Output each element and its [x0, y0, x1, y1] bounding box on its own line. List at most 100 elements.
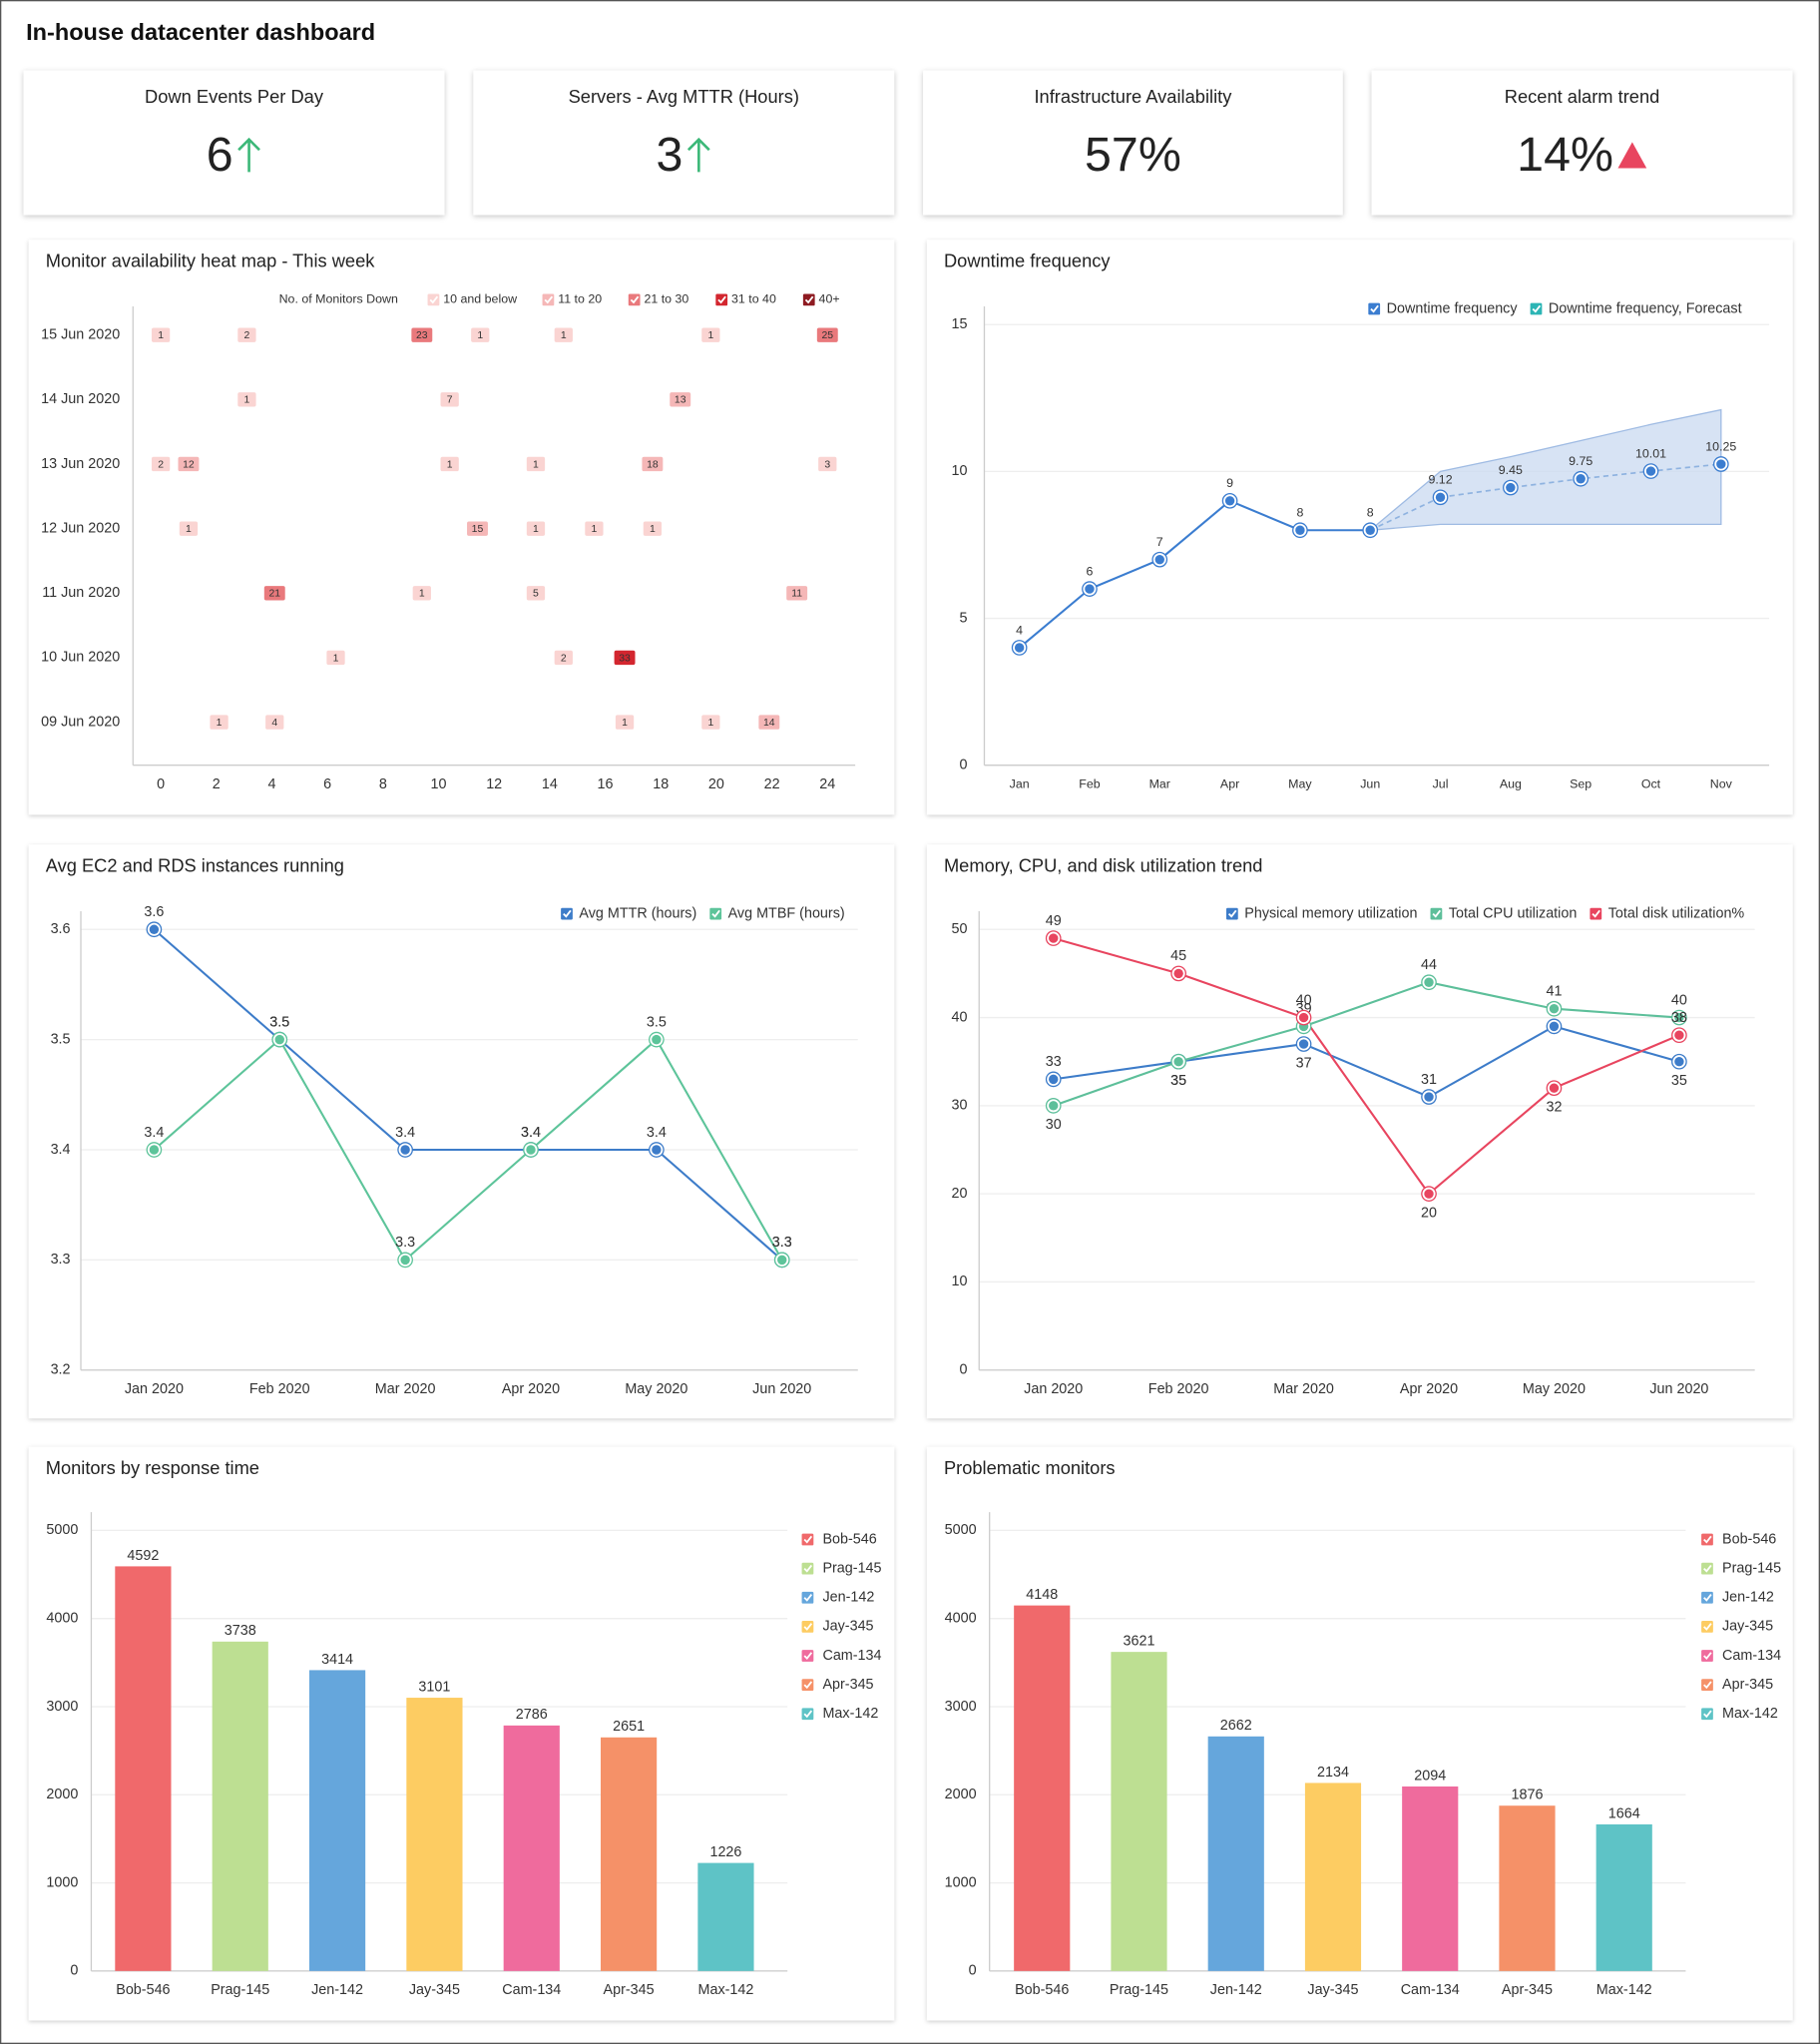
x-tick-label: May: [1288, 777, 1312, 791]
legend-check: [711, 909, 720, 918]
legend-swatch: [1701, 1533, 1713, 1546]
x-tick-label: Apr-345: [604, 1982, 655, 1998]
x-tick-label: Nov: [1710, 777, 1733, 791]
legend-check: [803, 1652, 813, 1661]
heat-cell: [670, 392, 691, 407]
data-label: 10.01: [1635, 446, 1666, 460]
data-label: 8: [1367, 506, 1374, 520]
data-label: 1876: [1512, 1788, 1544, 1803]
x-tick-label: Mar 2020: [375, 1381, 436, 1397]
series-line: [153, 1038, 783, 1262]
kpi-card: Infrastructure Availability 57%: [923, 70, 1343, 216]
cell-label: 2: [244, 330, 250, 341]
cell-label: 1: [707, 718, 713, 729]
heat-cell: [615, 715, 635, 730]
kpi-label: Infrastructure Availability: [1034, 86, 1232, 108]
data-label: 44: [1421, 957, 1437, 973]
cell-label: 4: [271, 718, 277, 729]
up-arrow: [236, 137, 260, 173]
data-label: 49: [1046, 913, 1062, 929]
x-tick-label: Mar: [1149, 777, 1170, 791]
x-tick-label: Aug: [1500, 777, 1522, 791]
data-label: 3101: [418, 1679, 450, 1695]
point: [1435, 492, 1446, 502]
x-tick-label: Apr 2020: [1400, 1381, 1458, 1397]
x-tick-label: Cam-134: [502, 1982, 561, 1998]
legend-label: 40+: [819, 292, 840, 306]
y-tick-label: 30: [952, 1098, 968, 1114]
kpi-value: 57%: [1085, 127, 1181, 182]
legend-swatch: [1701, 1621, 1713, 1633]
data-label: 30: [1046, 1117, 1062, 1133]
data-label: 3738: [225, 1623, 256, 1639]
kpi-label: Recent alarm trend: [1504, 86, 1660, 108]
data-label: 35: [1170, 1073, 1186, 1089]
panel: [28, 240, 895, 815]
x-tick-label: Feb: [1079, 777, 1100, 791]
cell-label: 1: [592, 524, 598, 535]
y-tick-label: 3.5: [51, 1031, 71, 1047]
x-tick-label: 0: [157, 776, 165, 792]
point: [1576, 474, 1586, 484]
cell-label: 18: [647, 459, 659, 470]
y-tick-label: 2000: [46, 1787, 78, 1802]
legend-label: Bob-546: [1722, 1531, 1776, 1547]
legend-swatch: [1225, 907, 1238, 920]
panel-title: Memory, CPU, and disk utilization trend: [944, 854, 1262, 875]
point: [274, 1034, 284, 1045]
data-label: 9.45: [1499, 463, 1523, 477]
cell-label: 1: [533, 524, 539, 535]
point: [1173, 1057, 1183, 1067]
data-label: 32: [1546, 1100, 1562, 1116]
cell-label: 1: [158, 330, 164, 341]
y-tick-label: 3.6: [51, 921, 71, 937]
data-label: 3.4: [521, 1125, 541, 1141]
y-tick-label: 50: [952, 921, 968, 937]
data-label: 3.4: [144, 1125, 164, 1141]
cell-label: 14: [763, 718, 775, 729]
kpi-value: 6: [206, 127, 233, 182]
data-label: 7: [1156, 535, 1163, 549]
heat-cell: [467, 521, 488, 536]
x-tick-label: 14: [542, 776, 558, 792]
legend-check: [803, 1710, 813, 1719]
y-tick-label: 0: [959, 757, 967, 772]
x-tick-label: Max-142: [1596, 1982, 1652, 1998]
data-label: 3.4: [647, 1125, 667, 1141]
data-label: 3.5: [269, 1014, 289, 1030]
bar: [308, 1670, 366, 1971]
x-tick-label: Prag-145: [1110, 1982, 1168, 1998]
y-tick-label: 15: [952, 316, 968, 332]
heat-cell: [440, 392, 459, 407]
heat-cell: [526, 456, 546, 472]
legend-label: Total CPU utilization: [1449, 905, 1578, 921]
row-label: 09 Jun 2020: [41, 714, 120, 730]
point: [1549, 1083, 1560, 1093]
legend-label: Downtime frequency: [1387, 300, 1519, 316]
y-tick-label: 1000: [46, 1874, 78, 1890]
bar: [1111, 1652, 1167, 1971]
legend-swatch: [801, 1708, 814, 1721]
data-label: 20: [1421, 1206, 1437, 1222]
legend-check: [1532, 304, 1542, 313]
cell-label: 15: [472, 524, 484, 535]
legend-swatch: [1701, 1708, 1713, 1721]
cell-label: 5: [533, 589, 539, 600]
heat-cell: [526, 586, 546, 601]
legend-title: No. of Monitors Down: [279, 292, 398, 306]
cell-label: 13: [675, 395, 686, 406]
legend-label: Prag-145: [822, 1560, 881, 1576]
data-label: 41: [1546, 984, 1562, 1000]
legend-check: [1227, 909, 1237, 918]
legend-swatch: [628, 293, 641, 306]
data-label: 4148: [1026, 1587, 1058, 1603]
legend-label: Bob-546: [822, 1531, 876, 1547]
heat-cell: [701, 715, 720, 730]
x-tick-label: 22: [764, 776, 780, 792]
cell-label: 1: [419, 589, 425, 600]
data-label: 3.5: [647, 1014, 667, 1030]
x-tick-label: Sep: [1570, 777, 1592, 791]
kpi-value-box: 3: [473, 128, 894, 183]
